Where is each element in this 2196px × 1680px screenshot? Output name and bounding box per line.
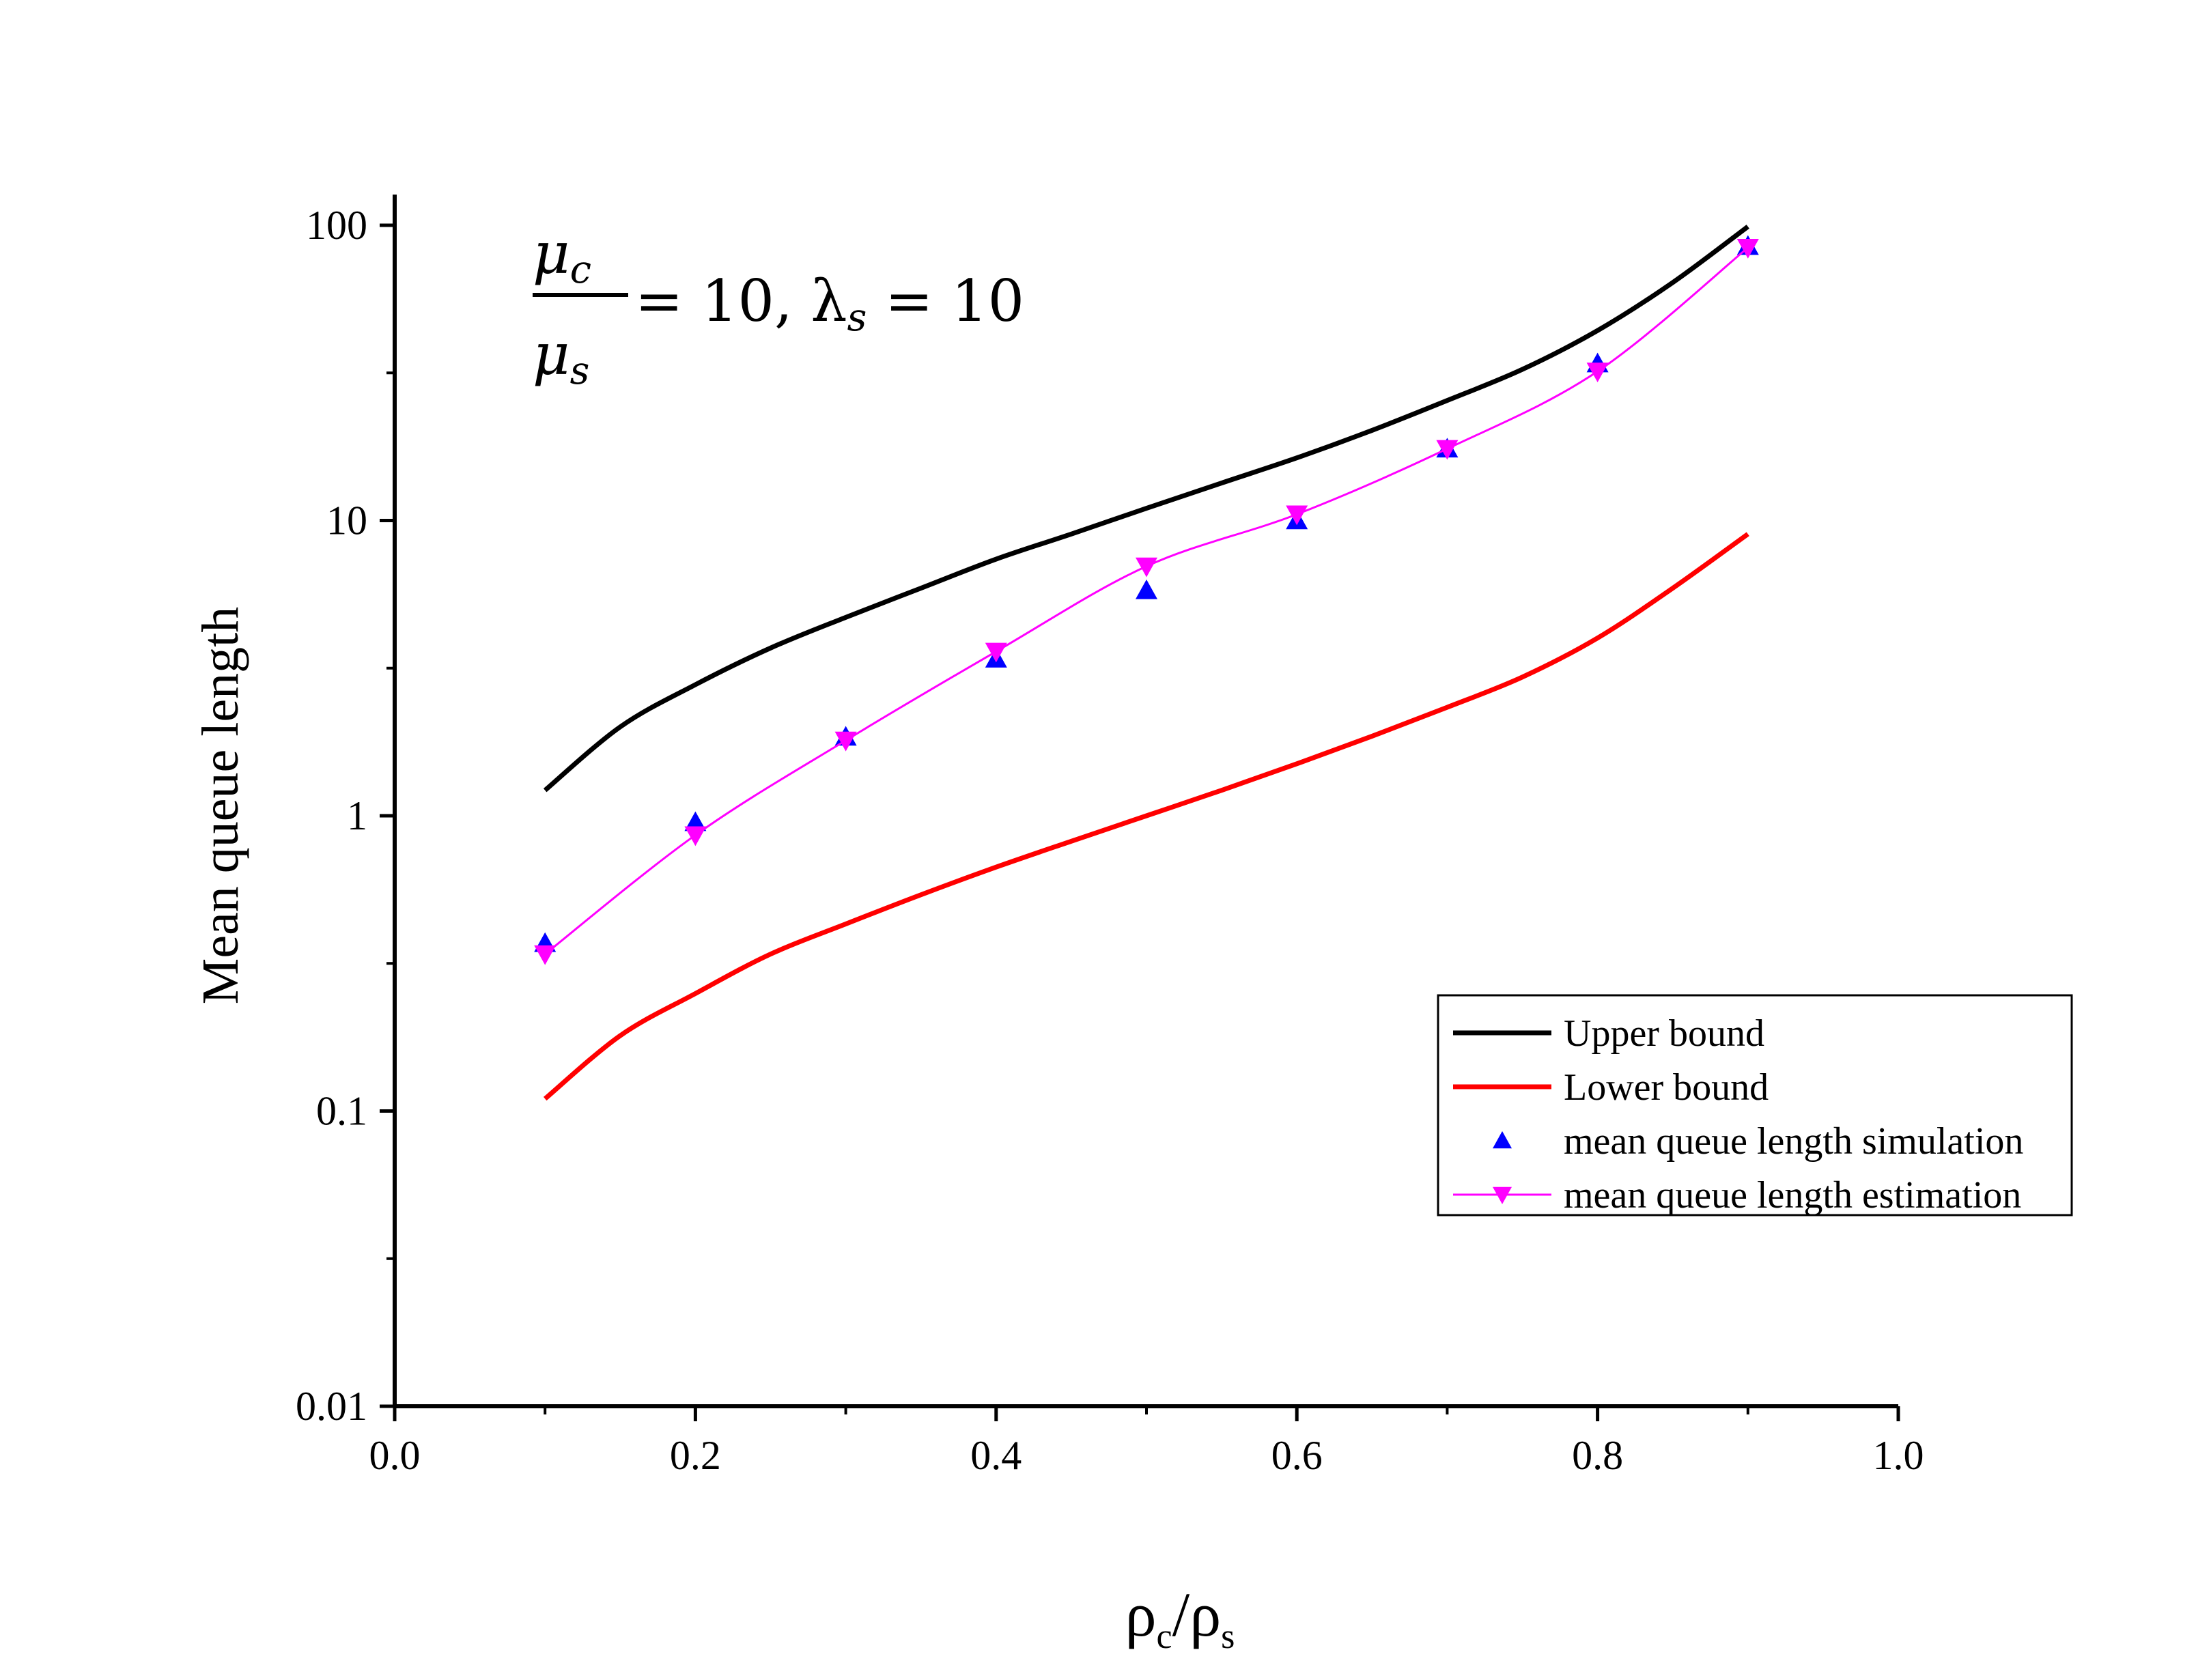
data-point [1736, 238, 1759, 259]
legend-item-2: mean queue length simulation [1493, 1120, 2023, 1163]
y-tick-label: 0.1 [316, 1089, 367, 1134]
y-axis-title: Mean queue length [192, 607, 249, 1004]
formula-rest: = 10, λs = 10 [635, 268, 1024, 340]
y-tick-label: 100 [306, 203, 367, 248]
formula-numerator: μc [533, 220, 591, 292]
legend-label: Lower bound [1564, 1066, 1769, 1109]
x-tick-label: 0.4 [970, 1433, 1022, 1478]
legend-swatch [1493, 1186, 1512, 1204]
legend-label: mean queue length estimation [1564, 1174, 2021, 1216]
data-point [534, 945, 557, 965]
x-tick-label: 0.2 [670, 1433, 721, 1478]
legend: Upper bound Lower bound mean queue length … [1437, 994, 2073, 1216]
data-point [684, 811, 707, 831]
legend-swatch [1493, 1131, 1512, 1149]
x-tick-label: 1.0 [1873, 1433, 1924, 1478]
data-point [1436, 440, 1459, 460]
data-point [834, 731, 857, 752]
x-tick-label: 0.6 [1271, 1433, 1323, 1478]
legend-item-3: mean queue length estimation [1453, 1174, 2021, 1216]
legend-label: Upper bound [1564, 1012, 1764, 1055]
y-tick-label: 10 [326, 498, 367, 543]
axes-layer: 0.0 0.2 0.4 0.6 0.8 1.0 0.01 0.1 1 10 100 [296, 195, 1924, 1478]
series-1 [543, 532, 1749, 1101]
series-3 [534, 238, 1759, 965]
x-axis-title: ρc/ρs [1125, 1580, 1235, 1656]
data-point [1136, 557, 1157, 578]
legend-item-1: Lower bound [1453, 1066, 1769, 1109]
data-point [684, 826, 707, 846]
y-tick-label: 0.01 [296, 1384, 367, 1429]
legend-label: mean queue length simulation [1564, 1120, 2023, 1163]
y-tick-label: 1 [347, 793, 367, 838]
formula-annotation: μc μs = 10, λs = 10 [533, 220, 1024, 393]
data-point [1286, 505, 1308, 526]
series-layer [534, 225, 1759, 1101]
legend-item-0: Upper bound [1453, 1012, 1764, 1055]
data-point [1136, 579, 1157, 599]
x-tick-label: 0.0 [369, 1433, 421, 1478]
series-0 [543, 225, 1749, 793]
x-tick-label: 0.8 [1572, 1433, 1623, 1478]
formula-denominator: μs [533, 321, 589, 393]
series-line [544, 246, 1749, 955]
data-point [1586, 362, 1609, 383]
series-line [543, 225, 1749, 793]
series-line [543, 532, 1749, 1101]
data-point [985, 642, 1007, 663]
